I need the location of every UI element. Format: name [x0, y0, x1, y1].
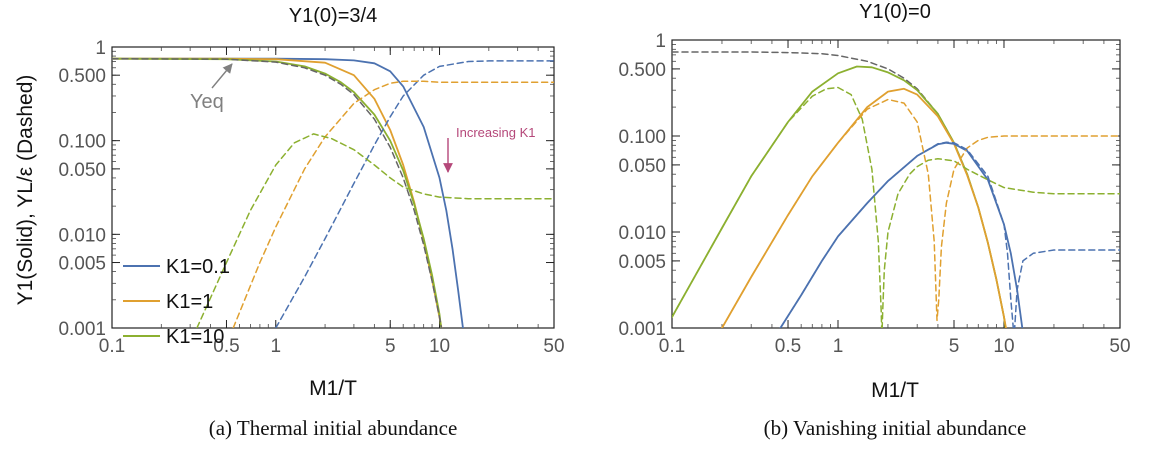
panel-b-y-tick-label: 0.001 — [618, 319, 666, 340]
panel-b-x-tick-label: 1 — [833, 336, 844, 357]
panel-a-series-k1-0-1-dashed — [275, 60, 554, 328]
panel-a-x-tick-label: 50 — [543, 336, 564, 357]
panel-a-y-tick-label: 0.050 — [58, 160, 106, 181]
panel-b-series-k1-10-dashed — [672, 86, 1120, 328]
panel-b: Y1(0)=0 0.1 0.5 1 5 10 50 0.001 0.005 0.010 0.050… — [618, 1, 1130, 402]
yeq-annotation: Yeq — [190, 63, 233, 113]
panel-a-frame — [111, 46, 555, 329]
panel-a-minor-ticks — [111, 47, 555, 329]
panel-b-x-tick-label: 0.5 — [775, 336, 801, 357]
panel-a-y-tick-label: 0.500 — [58, 66, 106, 87]
panel-b-series-yeq-dashed — [672, 51, 1007, 328]
panel-b-title: Y1(0)=0 — [859, 1, 931, 23]
panel-b-y-tick-label: 0.100 — [618, 127, 666, 148]
panel-b-y-tick-label: 0.050 — [618, 156, 666, 177]
shared-y-axis-label: Y1(Solid), YL/ε (Dashed) — [14, 75, 37, 306]
panel-b-plot-area: 0.1 0.5 1 5 10 50 0.001 0.005 0.010 0.050 0.100 0.5… — [618, 31, 1130, 357]
panel-b-minor-ticks — [671, 40, 1121, 329]
panel-b-x-tick-label: 50 — [1109, 336, 1130, 357]
panel-a-x-tick-label: 10 — [429, 336, 450, 357]
panel-b-series-k1-0-1-dashed — [779, 141, 1120, 328]
legend-label-k1-10: K1=10 — [166, 326, 224, 348]
caption-a: (a) Thermal initial abundance — [209, 416, 458, 440]
panel-a-legend: K1=0.1 K1=1 K1=10 — [123, 256, 230, 348]
panel-a-series-k1-0-1-solid — [112, 57, 464, 328]
panel-b-x-tick-label: 5 — [949, 336, 960, 357]
panel-a-y-tick-label: 0.001 — [58, 319, 106, 340]
panel-b-series-k1-10-solid — [672, 65, 1007, 328]
panel-a-x-tick-label: 5 — [385, 336, 396, 357]
panel-a-x-tick-label: 0.1 — [99, 336, 125, 357]
yeq-arrow — [211, 63, 233, 89]
panel-a-series-yeq-dashed — [112, 57, 443, 328]
panel-b-y-tick-label: 0.010 — [618, 223, 666, 244]
panel-a: Y1(0)=3/4 0.1 0.5 1 5 10 50 0.001 0.005 0.010 0.0… — [14, 5, 565, 400]
panel-b-y-tick-label: 0.005 — [618, 252, 666, 273]
panel-b-x-tick-label: 10 — [993, 336, 1014, 357]
panel-a-series-group — [112, 57, 554, 328]
panel-a-plot-area: 0.1 0.5 1 5 10 50 0.001 0.005 0.010 0.050 0.100 0.5… — [58, 38, 564, 357]
panel-b-series-k1-1-solid — [721, 87, 1007, 328]
legend-label-k1-0-1: K1=0.1 — [166, 256, 230, 278]
panel-a-series-k1-10-solid — [112, 57, 443, 328]
panel-a-x-tick-label: 1 — [270, 336, 281, 357]
panel-b-y-tick-label: 0.500 — [618, 60, 666, 81]
panel-a-y-tick-label: 0.010 — [58, 225, 106, 246]
panel-b-series-group — [672, 51, 1120, 328]
panel-a-title: Y1(0)=3/4 — [289, 5, 377, 27]
yeq-annotation-label: Yeq — [190, 91, 224, 113]
panel-b-y-tick-label: 1 — [655, 31, 666, 52]
panel-b-x-axis-label: M1/T — [871, 379, 919, 402]
panel-a-series-k1-1-dashed — [232, 80, 554, 328]
panel-a-x-axis-label: M1/T — [309, 377, 357, 400]
increasing-k1-label: Increasing K1 — [456, 125, 536, 140]
panel-a-y-tick-label: 1 — [95, 38, 106, 59]
panel-b-frame — [671, 39, 1121, 329]
panel-a-series-k1-10-dashed — [196, 133, 554, 328]
panel-a-y-tick-label: 0.005 — [58, 254, 106, 275]
caption-b: (b) Vanishing initial abundance — [764, 416, 1027, 440]
legend-label-k1-1: K1=1 — [166, 291, 213, 313]
panel-a-y-tick-label: 0.100 — [58, 132, 106, 153]
panel-b-series-k1-1-dashed — [721, 98, 1120, 328]
panel-a-x-tick-label: 0.5 — [213, 336, 239, 357]
panel-a-series-k1-1-solid — [112, 57, 443, 328]
increasing-k1-annotation: Increasing K1 — [443, 125, 536, 173]
panel-b-x-tick-label: 0.1 — [659, 336, 685, 357]
